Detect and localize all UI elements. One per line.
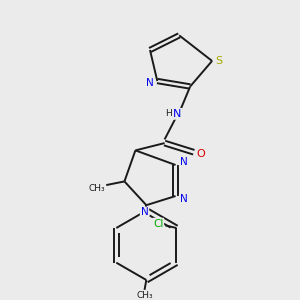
Text: CH₃: CH₃ [136, 291, 153, 300]
Text: N: N [141, 208, 148, 218]
Text: Cl: Cl [153, 219, 163, 229]
Text: O: O [197, 149, 206, 159]
Text: N: N [173, 109, 182, 119]
Text: CH₃: CH₃ [89, 184, 105, 193]
Text: N: N [180, 194, 188, 204]
Text: N: N [146, 78, 154, 88]
Text: N: N [180, 157, 188, 167]
Text: H: H [166, 110, 172, 118]
Text: S: S [215, 56, 222, 66]
